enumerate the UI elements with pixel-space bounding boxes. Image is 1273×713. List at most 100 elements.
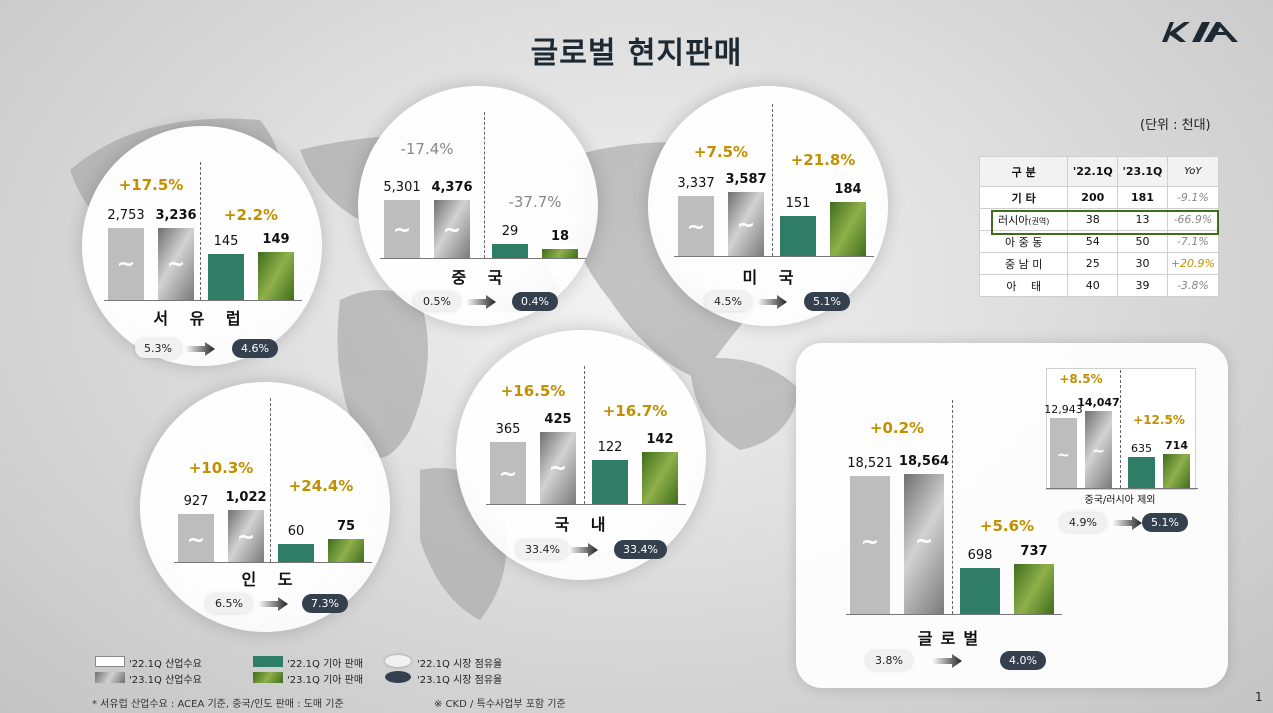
arrow-right-icon bbox=[258, 596, 288, 611]
region-label: 중국/러시아 제외 bbox=[1084, 495, 1156, 506]
data-label: 18,564 bbox=[898, 454, 950, 469]
axis-break-mark: ~ bbox=[392, 218, 412, 244]
legend-swatch-industry-22 bbox=[95, 656, 125, 667]
data-label: 149 bbox=[262, 232, 290, 247]
data-label: 18 bbox=[550, 229, 570, 244]
data-label: 142 bbox=[646, 432, 674, 447]
data-label: 122 bbox=[597, 440, 623, 455]
data-label: 151 bbox=[785, 196, 811, 211]
table-cell-label: 기 타 bbox=[978, 186, 1069, 209]
axis-break-mark: ~ bbox=[1091, 440, 1106, 460]
data-label: 12,943 bbox=[1044, 403, 1083, 416]
bar-kia-22 bbox=[208, 254, 244, 300]
industry-growth-label: -17.4% bbox=[400, 140, 454, 158]
data-label: 184 bbox=[834, 182, 862, 197]
axis-break-mark: ~ bbox=[498, 461, 518, 487]
russia-highlight-box bbox=[991, 210, 1219, 235]
other-regions-table: 구 분 '22.1Q '23.1Q YoY 기 타 200 181 -9.1% … bbox=[978, 156, 1220, 297]
legend-label: '22.1Q 기아 판매 bbox=[287, 659, 364, 670]
footnote-2: ※ CKD / 특수사업부 포함 기준 bbox=[434, 699, 566, 710]
axis-break-mark: ~ bbox=[860, 530, 880, 556]
bar-kia-23 bbox=[830, 202, 866, 256]
axis-break-mark: ~ bbox=[116, 252, 136, 278]
table-cell: 39 bbox=[1117, 274, 1168, 297]
market-share-22: 0.5% bbox=[414, 292, 460, 311]
market-share-23: 4.0% bbox=[1000, 651, 1046, 670]
legend: '22.1Q 산업수요 '23.1Q 산업수요 '22.1Q 기아 판매 '23… bbox=[95, 654, 535, 688]
arrow-right-icon bbox=[185, 341, 215, 356]
market-share-23: 4.6% bbox=[232, 339, 278, 358]
table-cell-yoy: -3.8% bbox=[1166, 274, 1220, 297]
chart-divider bbox=[270, 398, 271, 562]
chart-baseline bbox=[1046, 488, 1198, 489]
region-label: 중 국 bbox=[451, 268, 511, 287]
chart-baseline bbox=[486, 504, 686, 505]
legend-swatch-industry-23 bbox=[95, 672, 125, 683]
market-share-22: 3.8% bbox=[866, 651, 912, 670]
chart-baseline bbox=[846, 614, 1062, 615]
data-label: 425 bbox=[544, 412, 572, 427]
table-cell: 200 bbox=[1067, 186, 1119, 209]
legend-label: '23.1Q 산업수요 bbox=[129, 675, 202, 686]
bar-industry-22 bbox=[178, 514, 214, 562]
data-label: 698 bbox=[967, 548, 993, 563]
data-label: 4,376 bbox=[431, 180, 473, 195]
legend-swatch-kia-22 bbox=[253, 656, 283, 667]
bar-kia-22 bbox=[780, 216, 816, 256]
bar-kia-23 bbox=[258, 252, 294, 300]
kia-growth-label: +5.6% bbox=[979, 517, 1035, 535]
table-cell-yoy: -66.9% bbox=[1166, 208, 1220, 231]
kia-growth-label: -37.7% bbox=[508, 193, 562, 211]
page-title: 글로벌 현지판매 bbox=[530, 36, 743, 71]
data-label: 145 bbox=[213, 234, 239, 249]
arrow-right-icon bbox=[1112, 515, 1142, 530]
industry-growth-label: +7.5% bbox=[693, 143, 749, 161]
bar-industry-23 bbox=[904, 474, 944, 614]
bar-industry-22 bbox=[678, 196, 714, 256]
bar-industry-22 bbox=[1050, 418, 1077, 488]
kia-growth-label: +24.4% bbox=[288, 477, 354, 495]
industry-growth-label: +8.5% bbox=[1059, 372, 1103, 386]
data-label: 60 bbox=[287, 524, 305, 539]
data-label: 3,236 bbox=[155, 208, 197, 223]
market-share-23: 0.4% bbox=[512, 292, 558, 311]
bar-industry-23 bbox=[540, 432, 576, 504]
data-label: 737 bbox=[1020, 544, 1048, 559]
bar-industry-23 bbox=[158, 228, 194, 300]
bar-industry-22 bbox=[850, 476, 890, 614]
table-cell: 30 bbox=[1117, 252, 1168, 275]
legend-label: '23.1Q 기아 판매 bbox=[287, 675, 364, 686]
data-label: 14,047 bbox=[1077, 396, 1120, 409]
page-number: 1 bbox=[1255, 690, 1263, 704]
data-label: 3,337 bbox=[677, 176, 715, 191]
data-label: 5,301 bbox=[383, 180, 421, 195]
table-cell-label: 중 남 미 bbox=[978, 252, 1069, 275]
chart-divider bbox=[200, 162, 201, 300]
table-cell-label: 아 태 bbox=[978, 274, 1069, 297]
table-col-header: YoY bbox=[1166, 156, 1220, 187]
data-label: 2,753 bbox=[107, 208, 145, 223]
table-cell: 13 bbox=[1117, 208, 1168, 231]
chart-divider bbox=[952, 400, 953, 614]
table-col-header: '22.1Q bbox=[1067, 156, 1119, 187]
table-cell-yoy: -9.1% bbox=[1166, 186, 1220, 209]
legend-label: '22.1Q 산업수요 bbox=[129, 659, 202, 670]
market-share-22: 5.3% bbox=[135, 339, 181, 358]
russia-label: 러시아 bbox=[998, 213, 1029, 227]
bubble-india bbox=[140, 382, 390, 632]
axis-break-mark: ~ bbox=[548, 456, 568, 482]
market-share-22: 33.4% bbox=[516, 540, 569, 559]
data-label: 927 bbox=[183, 494, 209, 509]
axis-break-mark: ~ bbox=[166, 252, 186, 278]
unit-label: (단위 : 천대) bbox=[1140, 118, 1211, 133]
region-label: 인 도 bbox=[241, 570, 301, 589]
legend-label: '23.1Q 시장 점유율 bbox=[417, 675, 503, 686]
table-cell: 181 bbox=[1117, 186, 1168, 209]
market-share-22: 4.5% bbox=[705, 292, 751, 311]
bar-industry-23 bbox=[228, 510, 264, 562]
region-label: 서 유 럽 bbox=[153, 309, 249, 328]
table-col-header: '23.1Q bbox=[1117, 156, 1168, 187]
kia-logo bbox=[1162, 22, 1238, 42]
chart-divider bbox=[584, 366, 585, 504]
table-row: 러시아(권역) 38 13 -66.9% bbox=[978, 208, 1220, 231]
